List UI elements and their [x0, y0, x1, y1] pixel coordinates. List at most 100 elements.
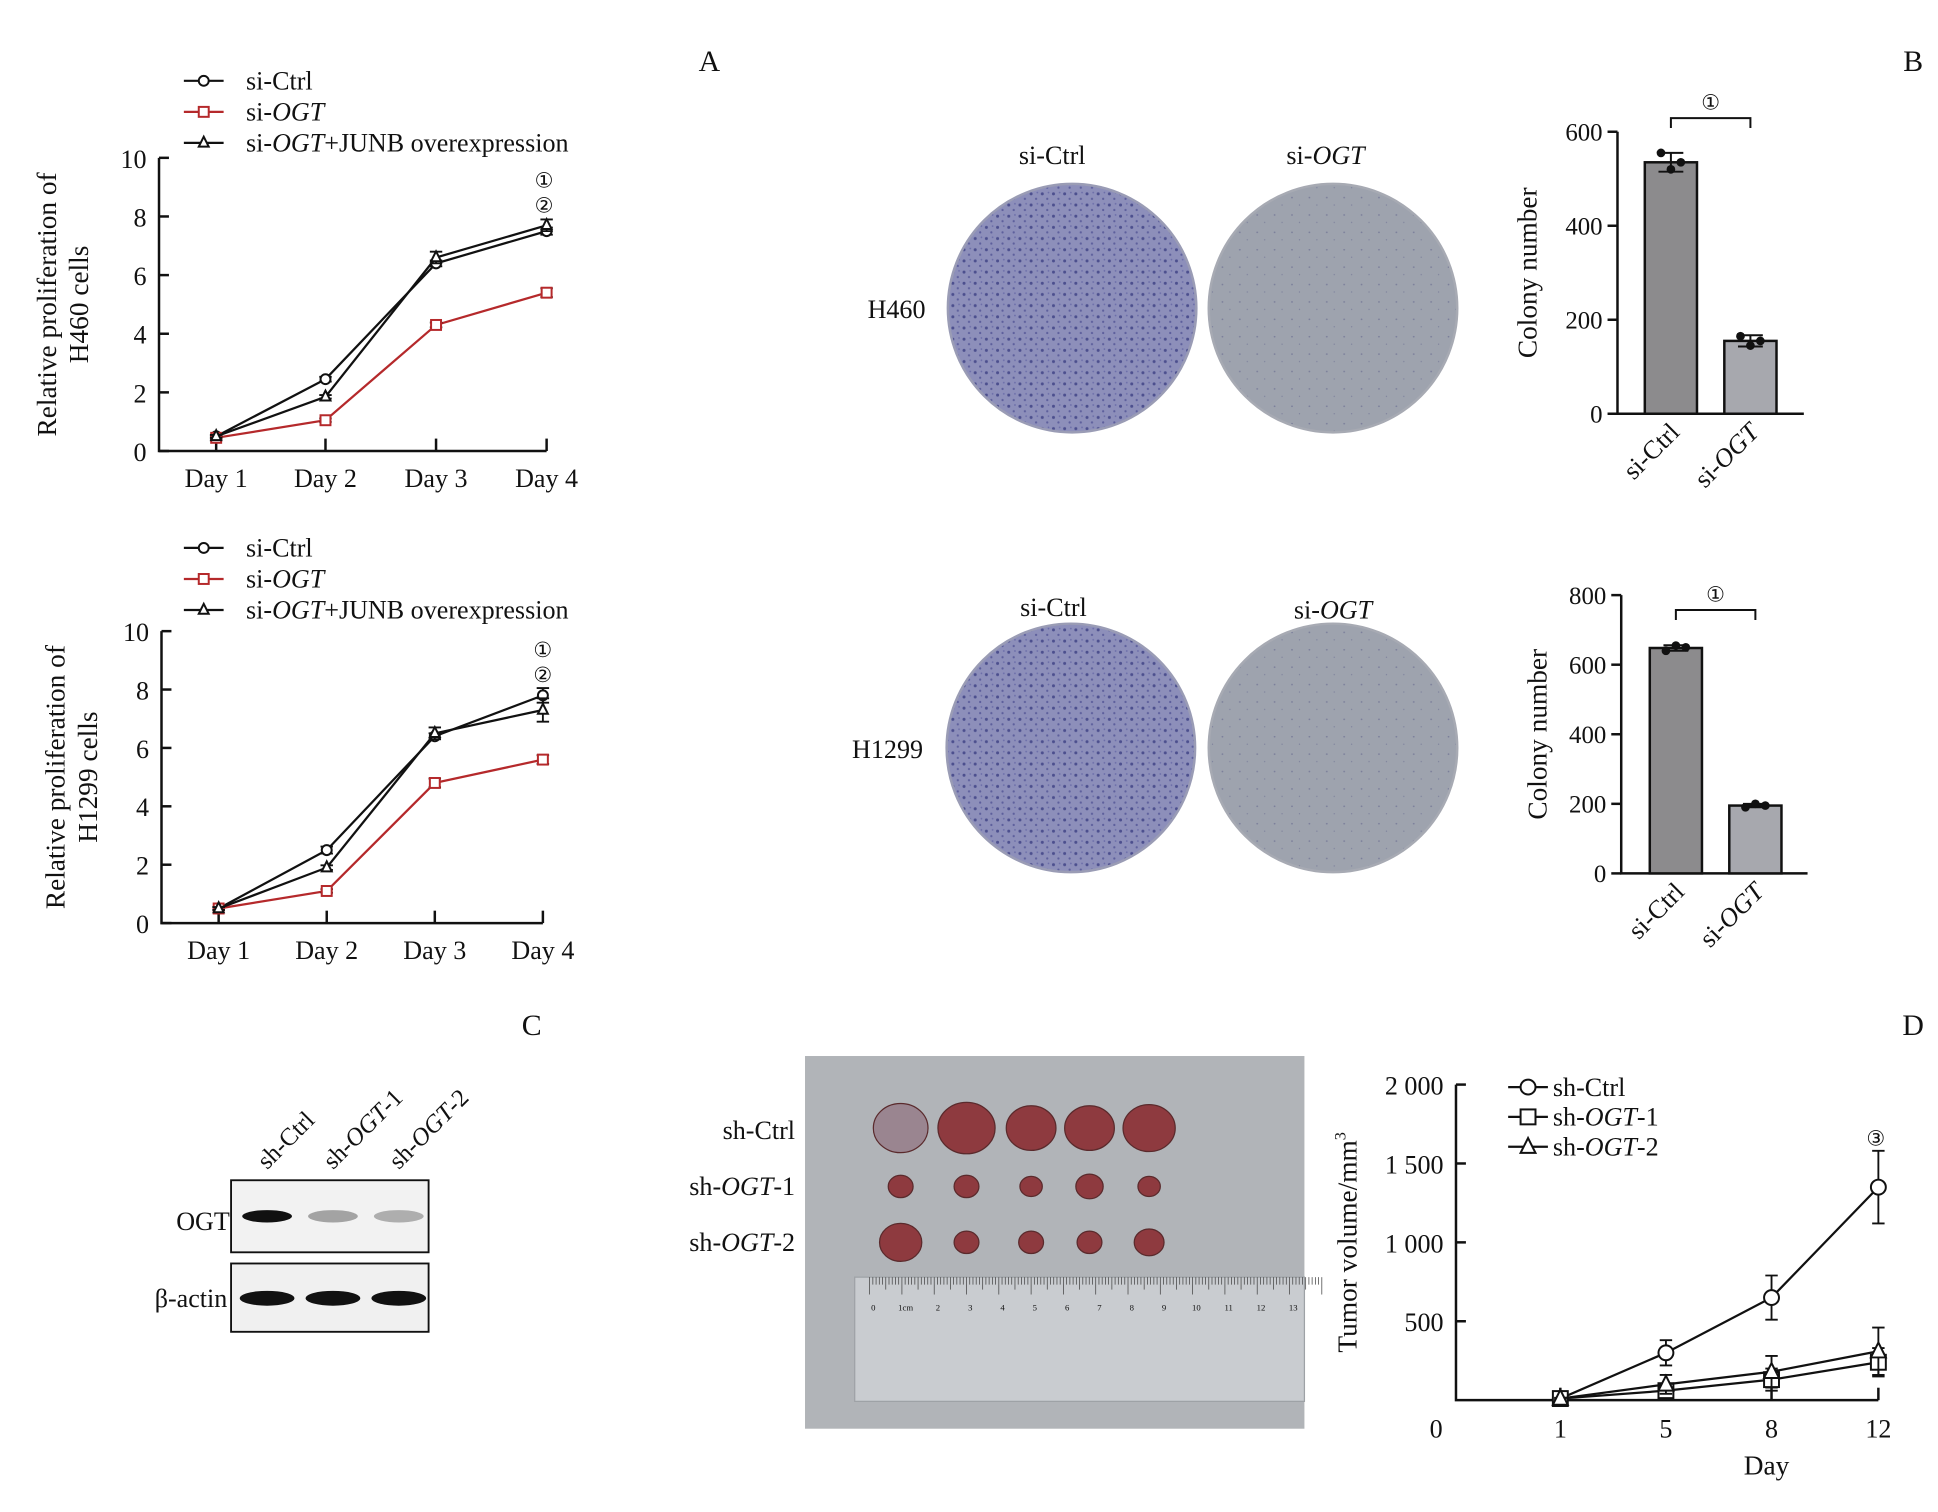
marker-triangle — [1762, 1360, 1781, 1379]
marker-triangle — [536, 701, 550, 715]
marker-triangle — [212, 900, 226, 914]
colony-col-si-ogt-2: si-OGT — [1294, 596, 1375, 625]
axes — [1454, 1084, 1879, 1402]
ruler-label: 11 — [1224, 1303, 1232, 1313]
data-point — [1760, 801, 1770, 810]
label-part-italic: OGT — [272, 596, 327, 625]
ruler-label: 9 — [1162, 1303, 1166, 1313]
label-part-italic: OGT — [721, 1228, 776, 1257]
blot-lane-label: sh-Ctrl — [252, 1107, 320, 1175]
series-line — [1560, 1350, 1879, 1400]
blot-band-actin — [305, 1290, 361, 1306]
label-part: Ctrl — [272, 534, 313, 563]
series-line — [1559, 1186, 1880, 1400]
tumor-row-label: sh-OGT-2 — [689, 1228, 795, 1257]
y-tick-label: 10 — [121, 145, 147, 174]
ruler-label: 0 — [871, 1303, 876, 1313]
bar-si-Ctrl — [1648, 646, 1704, 875]
marker-circle — [1519, 1078, 1537, 1096]
marker-square — [536, 753, 549, 766]
bar-si-Ctrl — [1643, 161, 1699, 415]
tumor — [1005, 1105, 1057, 1152]
data-point — [1746, 341, 1755, 350]
y-tick-label: 400 — [1569, 722, 1606, 749]
marker-square — [540, 286, 553, 299]
y-tick-label: 1 500 — [1385, 1150, 1444, 1179]
marker-triangle — [1518, 1135, 1538, 1154]
blot-band-actin — [371, 1290, 427, 1306]
y-axis-label: Tumor volume/mm3 — [1332, 1132, 1362, 1352]
marker-circle — [319, 373, 332, 386]
significance-mark: ② — [533, 663, 552, 687]
label-part: Ctrl — [272, 67, 313, 96]
y-axis-label: Colony number — [1513, 187, 1543, 358]
blot-band-actin — [239, 1290, 295, 1306]
axes — [160, 631, 543, 925]
panel-label-a: A — [699, 45, 721, 78]
marker-circle — [1657, 1344, 1675, 1362]
data-point — [1676, 157, 1686, 167]
label-part-italic: OGT — [272, 98, 327, 127]
x-axis-label: Day — [1744, 1451, 1790, 1481]
label-part: si- — [246, 98, 272, 127]
series-2 — [1551, 1326, 1888, 1406]
bar-si-OGT — [1723, 339, 1778, 415]
y-tick-label: 200 — [1565, 307, 1602, 334]
tumor — [1064, 1105, 1115, 1152]
marker-triangle — [320, 859, 334, 873]
series-line — [215, 230, 547, 438]
legend-label: si-Ctrl — [246, 67, 313, 96]
ruler-label: 13 — [1289, 1303, 1298, 1313]
x-tick-label: Day 1 — [187, 936, 250, 965]
ruler-label: 10 — [1192, 1303, 1201, 1313]
y-tick-label: 6 — [134, 262, 147, 291]
marker-square — [320, 885, 333, 897]
ruler-label: 3 — [968, 1303, 972, 1313]
legend-label: si-OGT+JUNB overexpression — [246, 596, 569, 625]
series-0 — [209, 225, 553, 443]
ruler-label: 5 — [1033, 1303, 1037, 1313]
label-part: si- — [246, 596, 272, 625]
y-tick-label: 4 — [134, 321, 147, 350]
data-point — [1741, 802, 1750, 812]
y-tick-label: 0 — [1430, 1414, 1443, 1443]
ruler-label: 2 — [936, 1303, 940, 1313]
tumor-row-label: sh-Ctrl — [723, 1116, 795, 1145]
x-tick-label: Day 4 — [515, 464, 578, 493]
significance-bracket — [1669, 117, 1752, 129]
colony-col-si-ogt: si-OGT — [1286, 141, 1367, 170]
y-tick-label: 400 — [1565, 213, 1602, 240]
label-part: sh- — [1553, 1132, 1585, 1161]
marker-square — [197, 105, 210, 118]
chart-h460-colony-number: 0 200 400 600 si-Ctrl si-OGT ① Colony number — [1513, 90, 1804, 493]
colony-col-si-ctrl-2: si-Ctrl — [1020, 593, 1087, 622]
marker-triangle — [1869, 1340, 1888, 1359]
blot-row-ogt: OGT — [176, 1207, 230, 1236]
series-0 — [1551, 1149, 1887, 1408]
y-tick-label: 0 — [1590, 401, 1602, 428]
marker-triangle — [1656, 1373, 1675, 1392]
legend-label: si-OGT+JUNB overexpression — [246, 129, 569, 158]
x-tick-label: Day 3 — [403, 936, 466, 965]
ruler — [854, 1276, 1306, 1402]
significance-mark: ① — [1701, 90, 1720, 114]
marker-triangle — [1551, 1387, 1570, 1406]
tumor — [1137, 1175, 1161, 1198]
x-tick-label: 8 — [1765, 1414, 1778, 1443]
y-tick-label: 500 — [1404, 1308, 1443, 1337]
tumor — [1076, 1230, 1103, 1255]
ruler-label: 4 — [1000, 1303, 1005, 1313]
blot-band-ogt — [373, 1210, 424, 1223]
label-part: +JUNB overexpression — [324, 129, 568, 158]
marker-triangle — [428, 724, 442, 739]
marker-triangle — [209, 427, 223, 442]
tumor — [953, 1174, 980, 1199]
label-part: -1 — [773, 1172, 795, 1201]
tumor — [1075, 1173, 1104, 1200]
chart-h1299-colony-number: 0 200 400 600 800 si-Ctrl si-OGT ① Colony number — [1523, 582, 1808, 953]
label-part: sh- — [1553, 1103, 1585, 1132]
